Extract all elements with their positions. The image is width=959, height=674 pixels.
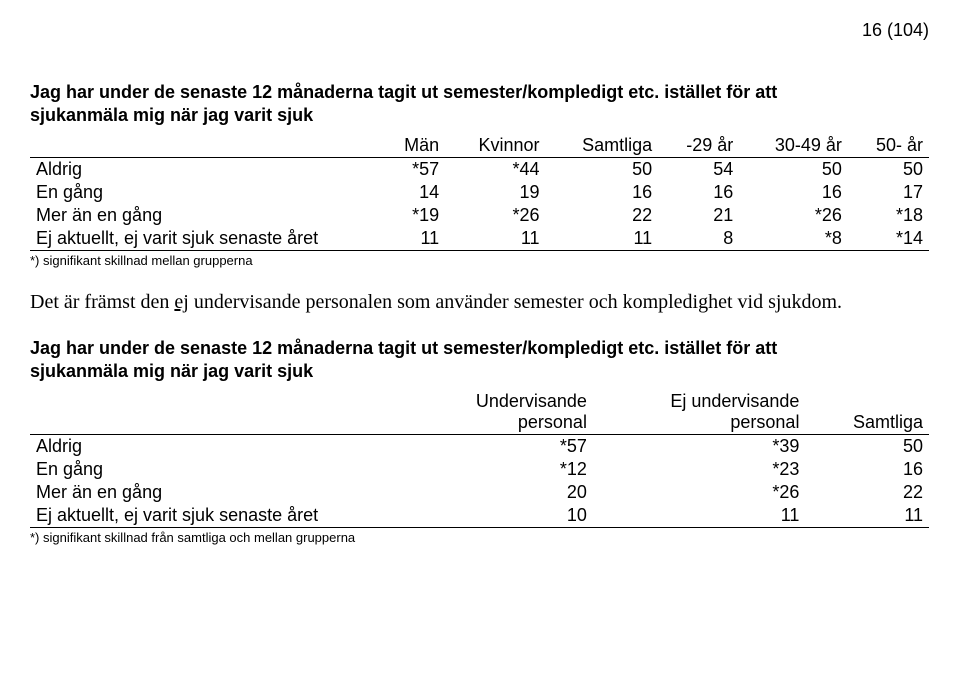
table-cell: Ej aktuellt, ej varit sjuk senaste året	[30, 504, 408, 528]
table-cell: *23	[593, 458, 806, 481]
table-cell: *19	[381, 204, 446, 227]
heading-2-line-1: Jag har under de senaste 12 månaderna ta…	[30, 338, 777, 358]
heading-2-line-2: sjukanmäla mig när jag varit sjuk	[30, 361, 313, 381]
table-cell: 10	[408, 504, 593, 528]
table-row: En gång *12 *23 16	[30, 458, 929, 481]
table-cell: *57	[408, 434, 593, 458]
table-row: Mer än en gång 20 *26 22	[30, 481, 929, 504]
table-1-header-cell: -29 år	[658, 134, 739, 158]
table-cell: *39	[593, 434, 806, 458]
table-cell: 50	[848, 157, 929, 181]
table-cell: *44	[445, 157, 545, 181]
table-cell: *26	[445, 204, 545, 227]
table-cell: 11	[445, 227, 545, 251]
body-text-suffix: undervisande personalen som använder sem…	[189, 291, 842, 313]
heading-1-line-2: sjukanmäla mig när jag varit sjuk	[30, 105, 313, 125]
table-cell: 14	[381, 181, 446, 204]
table-1-header-cell: Män	[381, 134, 446, 158]
table-cell: En gång	[30, 458, 408, 481]
table-cell: 16	[658, 181, 739, 204]
hdr-line: Ej undervisande	[670, 391, 799, 411]
table-row: Ej aktuellt, ej varit sjuk senaste året …	[30, 227, 929, 251]
table-cell: 20	[408, 481, 593, 504]
table-cell: *18	[848, 204, 929, 227]
table-cell: 50	[546, 157, 659, 181]
table-cell: 11	[381, 227, 446, 251]
table-cell: *26	[593, 481, 806, 504]
table-cell: 22	[546, 204, 659, 227]
table-2-header-cell: Undervisande personal	[408, 390, 593, 435]
page-number: 16 (104)	[30, 20, 929, 41]
table-cell: 11	[805, 504, 929, 528]
table-2-header-cell: Samtliga	[805, 390, 929, 435]
table-2-header-cell: Ej undervisande personal	[593, 390, 806, 435]
table-1-header-cell: 50- år	[848, 134, 929, 158]
table-cell: 50	[739, 157, 848, 181]
table-cell: *12	[408, 458, 593, 481]
table-row: En gång 14 19 16 16 16 17	[30, 181, 929, 204]
table-cell: 16	[546, 181, 659, 204]
table-1-header-cell: 30-49 år	[739, 134, 848, 158]
heading-1: Jag har under de senaste 12 månaderna ta…	[30, 81, 929, 128]
table-row: Mer än en gång *19 *26 22 21 *26 *18	[30, 204, 929, 227]
table-cell: En gång	[30, 181, 381, 204]
table-cell: 54	[658, 157, 739, 181]
table-cell: 21	[658, 204, 739, 227]
hdr-line: Undervisande	[476, 391, 587, 411]
table-cell: Mer än en gång	[30, 481, 408, 504]
table-row: Aldrig *57 *44 50 54 50 50	[30, 157, 929, 181]
table-1-header-cell: Samtliga	[546, 134, 659, 158]
heading-2: Jag har under de senaste 12 månaderna ta…	[30, 337, 929, 384]
footnote-2: *) signifikant skillnad från samtliga oc…	[30, 530, 929, 545]
hdr-line: personal	[518, 412, 587, 432]
table-row: Aldrig *57 *39 50	[30, 434, 929, 458]
table-cell: Mer än en gång	[30, 204, 381, 227]
table-cell: 17	[848, 181, 929, 204]
table-cell: Ej aktuellt, ej varit sjuk senaste året	[30, 227, 381, 251]
table-cell: 16	[805, 458, 929, 481]
table-cell: 50	[805, 434, 929, 458]
table-cell: 11	[593, 504, 806, 528]
table-1-header-cell: Kvinnor	[445, 134, 545, 158]
table-1-header-cell	[30, 134, 381, 158]
table-2: Undervisande personal Ej undervisande pe…	[30, 390, 929, 528]
table-row: Ej aktuellt, ej varit sjuk senaste året …	[30, 504, 929, 528]
table-cell: *26	[739, 204, 848, 227]
table-cell: 8	[658, 227, 739, 251]
table-1: Män Kvinnor Samtliga -29 år 30-49 år 50-…	[30, 134, 929, 251]
body-paragraph: Det är främst den ej undervisande person…	[30, 290, 929, 315]
table-cell: *57	[381, 157, 446, 181]
table-cell: *14	[848, 227, 929, 251]
body-text-prefix: Det är främst den	[30, 291, 174, 313]
body-text-underlined: ej	[174, 291, 188, 313]
table-cell: 16	[739, 181, 848, 204]
table-cell: 22	[805, 481, 929, 504]
hdr-line: personal	[730, 412, 799, 432]
table-2-header-row: Undervisande personal Ej undervisande pe…	[30, 390, 929, 435]
table-cell: *8	[739, 227, 848, 251]
table-1-header-row: Män Kvinnor Samtliga -29 år 30-49 år 50-…	[30, 134, 929, 158]
table-cell: 11	[546, 227, 659, 251]
table-cell: 19	[445, 181, 545, 204]
footnote-1: *) signifikant skillnad mellan grupperna	[30, 253, 929, 268]
table-cell: Aldrig	[30, 434, 408, 458]
table-2-header-cell	[30, 390, 408, 435]
heading-1-line-1: Jag har under de senaste 12 månaderna ta…	[30, 82, 777, 102]
table-cell: Aldrig	[30, 157, 381, 181]
